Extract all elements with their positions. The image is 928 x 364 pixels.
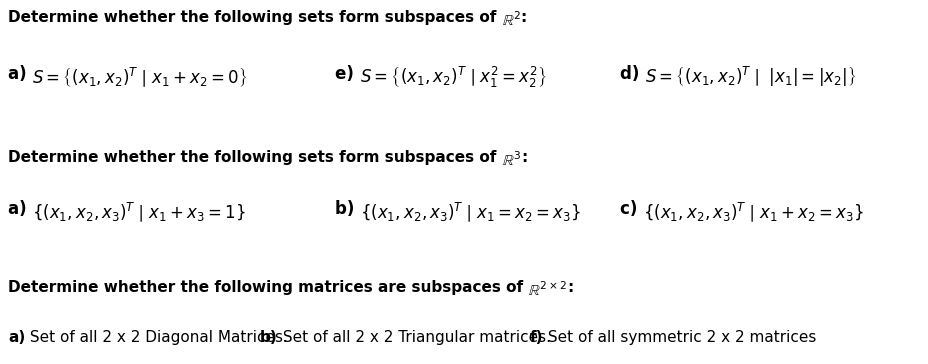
Text: Determine whether the following sets form subspaces of: Determine whether the following sets for… bbox=[8, 10, 501, 25]
Text: Set of all symmetric 2 x 2 matrices: Set of all symmetric 2 x 2 matrices bbox=[543, 330, 816, 345]
Text: a): a) bbox=[8, 200, 32, 218]
Text: b): b) bbox=[335, 200, 360, 218]
Text: $\{(x_1,x_2,x_3)^T\mid x_1 + x_3 = 1\}$: $\{(x_1,x_2,x_3)^T\mid x_1 + x_3 = 1\}$ bbox=[32, 200, 246, 223]
Text: $S = \left\{(x_1,x_2)^T\mid\;|x_1| = |x_2|\right\}$: $S = \left\{(x_1,x_2)^T\mid\;|x_1| = |x_… bbox=[644, 65, 856, 89]
Text: b): b) bbox=[260, 330, 277, 345]
Text: $\{(x_1,x_2,x_3)^T\mid x_1 = x_2 = x_3\}$: $\{(x_1,x_2,x_3)^T\mid x_1 = x_2 = x_3\}… bbox=[360, 200, 580, 223]
Text: :: : bbox=[520, 10, 526, 25]
Text: a): a) bbox=[8, 65, 32, 83]
Text: Determine whether the following sets form subspaces of: Determine whether the following sets for… bbox=[8, 150, 501, 165]
Text: :: : bbox=[567, 280, 573, 295]
Text: $\{(x_1,x_2,x_3)^T\mid x_1 + x_2 = x_3\}$: $\{(x_1,x_2,x_3)^T\mid x_1 + x_2 = x_3\}… bbox=[642, 200, 863, 223]
Text: :: : bbox=[521, 150, 526, 165]
Text: Set of all 2 x 2 Diagonal Matrices.: Set of all 2 x 2 Diagonal Matrices. bbox=[25, 330, 288, 345]
Text: e): e) bbox=[335, 65, 359, 83]
Text: d): d) bbox=[619, 65, 644, 83]
Text: $S = \left\{(x_1,x_2)^T\mid x_1^2 = x_2^2\right\}$: $S = \left\{(x_1,x_2)^T\mid x_1^2 = x_2^… bbox=[359, 65, 546, 90]
Text: c): c) bbox=[619, 200, 642, 218]
Text: $\mathbb{R}^{2\times 2}$: $\mathbb{R}^{2\times 2}$ bbox=[528, 280, 567, 299]
Text: a): a) bbox=[8, 330, 25, 345]
Text: f): f) bbox=[530, 330, 543, 345]
Text: $S = \left\{(x_1,x_2)^T\mid x_1 + x_2 = 0\right\}$: $S = \left\{(x_1,x_2)^T\mid x_1 + x_2 = … bbox=[32, 65, 247, 88]
Text: Set of all 2 x 2 Triangular matrices.: Set of all 2 x 2 Triangular matrices. bbox=[277, 330, 550, 345]
Text: $\mathbb{R}^2$: $\mathbb{R}^2$ bbox=[501, 10, 520, 29]
Text: $\mathbb{R}^3$: $\mathbb{R}^3$ bbox=[501, 150, 521, 169]
Text: Determine whether the following matrices are subspaces of: Determine whether the following matrices… bbox=[8, 280, 528, 295]
